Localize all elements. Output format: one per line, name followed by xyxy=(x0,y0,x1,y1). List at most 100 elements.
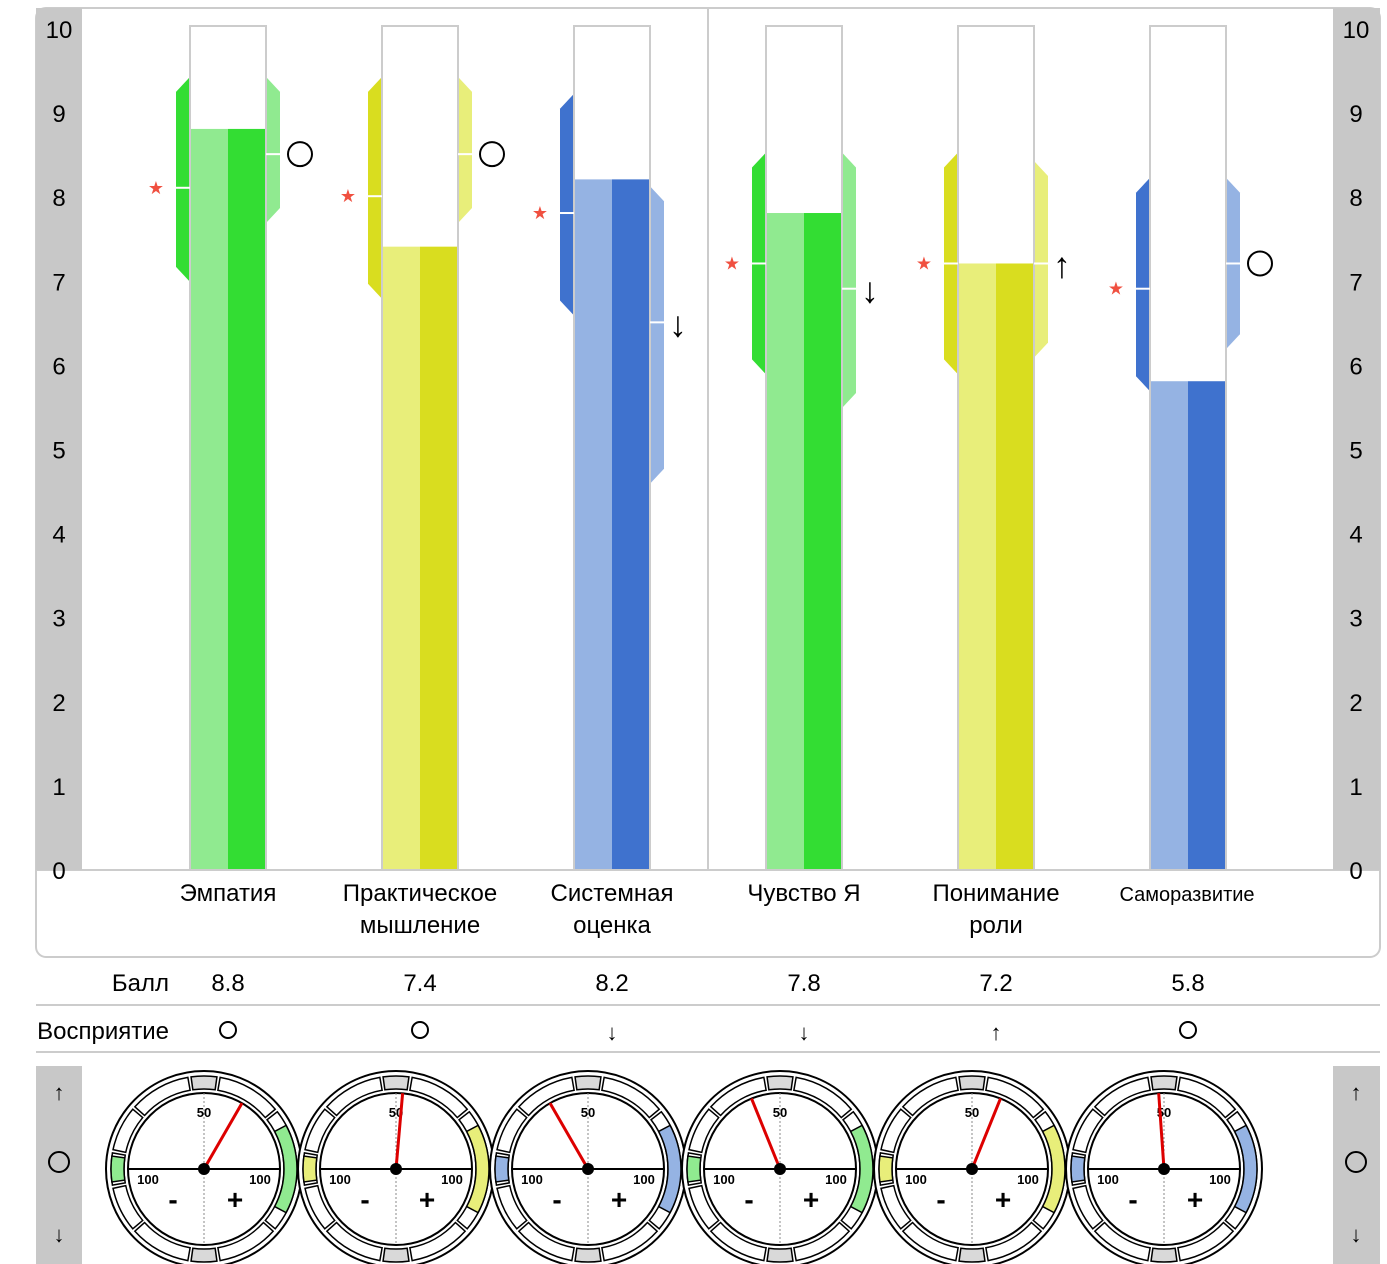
gauge-label-left-4: 100 xyxy=(713,1172,735,1187)
perception-row-3: ↓ xyxy=(607,1020,618,1045)
gauge-minus-3: - xyxy=(552,1184,561,1215)
gauge-segment-6-9 xyxy=(1072,1184,1104,1230)
star-icon-5: ★ xyxy=(916,253,932,273)
category-label-4-line-1: Чувство Я xyxy=(747,880,860,907)
y-tick-left-0: 0 xyxy=(52,858,65,885)
column-4: ★↓ xyxy=(724,25,879,870)
gauge-segment-2-8 xyxy=(325,1221,383,1262)
score-value-4: 7.8 xyxy=(787,970,820,997)
y-tick-right-5: 5 xyxy=(1349,438,1362,465)
gauge-zone-left-5 xyxy=(878,1155,894,1183)
gauge-segment-1-12 xyxy=(133,1076,191,1117)
gauge-segment-4-11 xyxy=(688,1108,720,1154)
gauge-needle-5 xyxy=(970,1097,1002,1170)
gauge-segment-3-9 xyxy=(496,1184,528,1230)
gauge-hub-4 xyxy=(774,1163,786,1175)
gauge-segment-2-6 xyxy=(409,1221,467,1262)
gauge-segment-2-11 xyxy=(304,1108,336,1154)
gauge-plus-4: + xyxy=(803,1184,819,1215)
y-tick-right-2: 2 xyxy=(1349,690,1362,717)
y-tick-left-6: 6 xyxy=(52,353,65,380)
bar-light-2 xyxy=(383,246,420,869)
legend-arrow-up-icon-left: ↑ xyxy=(54,1080,65,1105)
gauge-segment-3-12 xyxy=(517,1076,575,1117)
category-label-3-line-2: оценка xyxy=(573,912,651,939)
legend-circle-icon-left xyxy=(48,1151,70,1173)
range-right-3 xyxy=(650,186,664,484)
y-tick-right-10: 10 xyxy=(1343,17,1370,44)
column-2: ★ xyxy=(340,25,505,870)
right-axis-band xyxy=(1333,8,1380,870)
range-left-2 xyxy=(368,76,382,299)
bar-dark-6 xyxy=(1188,381,1225,869)
gauge-segment-4-7 xyxy=(766,1247,794,1263)
bar-dark-3 xyxy=(612,179,649,869)
gauge-label-top-3: 50 xyxy=(581,1105,595,1120)
gauge-zone-left-4 xyxy=(686,1155,702,1183)
gauge-zone-left-3 xyxy=(494,1155,510,1183)
star-icon-4: ★ xyxy=(724,253,740,273)
category-label-2-line-2: мышление xyxy=(360,912,480,939)
bar-dark-2 xyxy=(420,246,457,869)
gauge-segment-1-11 xyxy=(112,1108,144,1154)
gauge-segment-5-1 xyxy=(958,1075,986,1091)
category-label-2-line-1: Практическое xyxy=(343,880,497,907)
y-tick-right-7: 7 xyxy=(1349,269,1362,296)
legend-circle-icon-right xyxy=(1345,1151,1367,1173)
perception-circle-icon-6 xyxy=(1247,250,1273,277)
gauge-segment-1-8 xyxy=(133,1221,191,1262)
bar-dark-4 xyxy=(804,213,841,869)
gauge-segment-6-2 xyxy=(1177,1076,1237,1119)
right-legend-band xyxy=(1333,1066,1380,1264)
column-1: ★ xyxy=(148,25,313,870)
category-label-5-line-2: роли xyxy=(969,912,1023,939)
star-icon-6: ★ xyxy=(1108,279,1124,299)
gauge-segment-2-1 xyxy=(382,1075,410,1091)
gauge-segment-5-7 xyxy=(958,1247,986,1263)
score-value-1: 8.8 xyxy=(211,970,244,997)
gauge-label-left-2: 100 xyxy=(329,1172,351,1187)
gauge-segment-1-2 xyxy=(217,1076,277,1119)
column-6: ★ xyxy=(1108,25,1273,870)
gauge-segment-2-9 xyxy=(304,1184,336,1230)
gauge-segment-1-6 xyxy=(217,1221,275,1262)
range-left-6 xyxy=(1136,177,1150,392)
y-tick-left-8: 8 xyxy=(52,185,65,212)
gauge-segment-4-8 xyxy=(709,1221,767,1262)
gauge-segment-4-12 xyxy=(709,1076,767,1117)
arrow-down-icon-4: ↓ xyxy=(861,270,879,311)
gauge-segment-3-6 xyxy=(601,1221,659,1262)
perception-row-circle-icon-2 xyxy=(411,1021,429,1039)
star-icon-1: ★ xyxy=(148,178,164,198)
score-value-2: 7.4 xyxy=(403,970,436,997)
perception-circle-icon-1 xyxy=(287,141,313,168)
gauge-segment-5-9 xyxy=(880,1184,912,1230)
gauge-plus-1: + xyxy=(227,1184,243,1215)
gauge-segment-3-11 xyxy=(496,1108,528,1154)
perception-circle-icon-2 xyxy=(479,141,505,168)
gauge-zone-right-4 xyxy=(849,1124,874,1214)
gauge-label-top-1: 50 xyxy=(197,1105,211,1120)
gauge-segment-5-11 xyxy=(880,1108,912,1154)
gauge-zone-left-6 xyxy=(1070,1155,1086,1183)
gauge-segment-6-8 xyxy=(1093,1221,1151,1262)
gauge-segment-4-2 xyxy=(793,1076,853,1119)
gauge-zone-right-2 xyxy=(465,1124,490,1214)
bar-light-3 xyxy=(575,179,612,869)
category-label-6-line-1: Саморазвитие xyxy=(1119,884,1254,906)
range-right-5 xyxy=(1034,160,1048,358)
category-label-3-line-1: Системная xyxy=(551,880,674,907)
gauge-zone-left-1 xyxy=(110,1155,126,1183)
arrow-down-icon-3: ↓ xyxy=(669,303,687,344)
gauge-segment-5-6 xyxy=(985,1221,1043,1262)
gauge-zone-right-1 xyxy=(273,1124,298,1214)
column-5: ★ ↑ xyxy=(916,25,1071,870)
gauge-segment-2-2 xyxy=(409,1076,469,1119)
gauge-zone-right-3 xyxy=(657,1124,682,1214)
gauge-minus-5: - xyxy=(936,1184,945,1215)
gauge-segment-4-1 xyxy=(766,1075,794,1091)
gauge-label-left-6: 100 xyxy=(1097,1172,1119,1187)
gauge-segment-1-9 xyxy=(112,1184,144,1230)
